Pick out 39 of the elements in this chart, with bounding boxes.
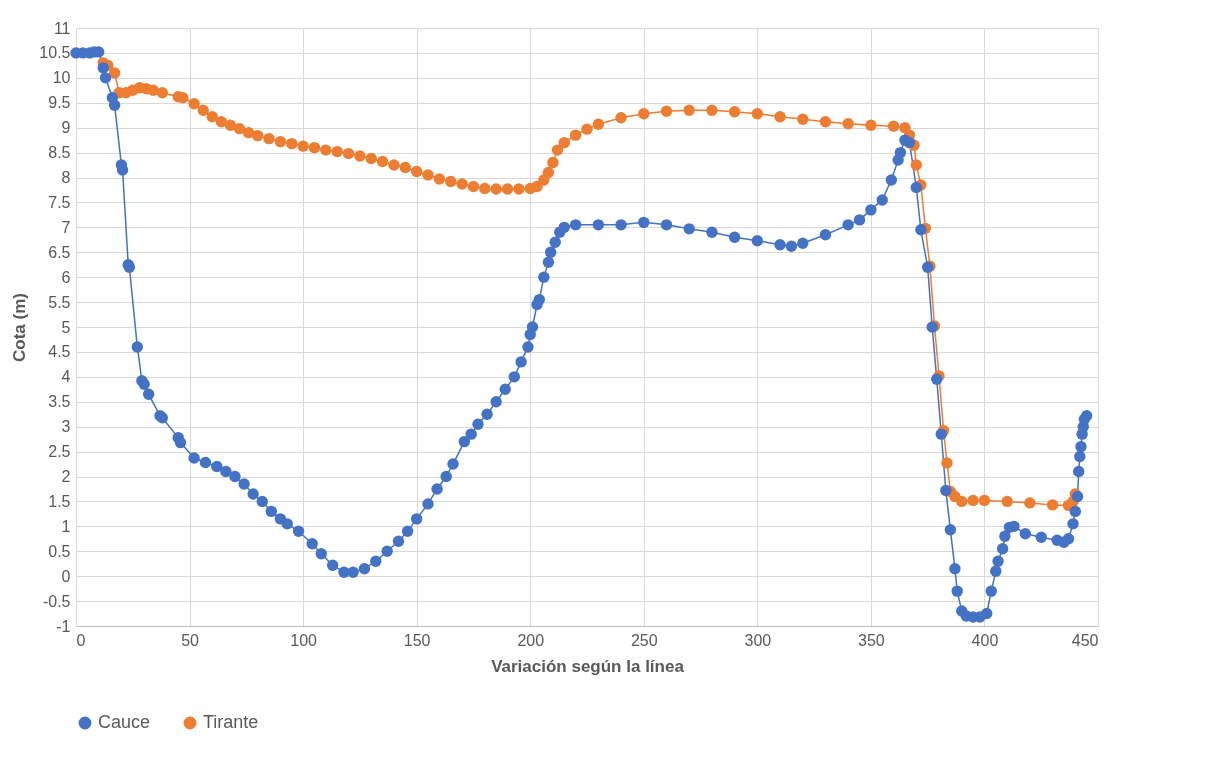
y-axis-title: Cota (m) [10, 293, 30, 362]
y-tick-label: 10.5 [39, 44, 71, 62]
y-tick-label: 4 [61, 368, 71, 386]
y-tick-label: 0 [61, 567, 71, 585]
y-tick-label: 1.5 [48, 492, 71, 510]
y-tick-label: -0.5 [42, 592, 71, 610]
x-tick-label: 350 [858, 631, 885, 649]
y-tick-label: 3 [61, 418, 71, 436]
y-tick-label: 11 [53, 19, 71, 37]
y-tick-label: 7 [61, 218, 71, 236]
y-tick-label: 2 [61, 468, 71, 485]
y-tick-label: 9 [61, 119, 71, 137]
y-tick-label: 9.5 [48, 94, 71, 112]
y-tick-label: 2.5 [48, 443, 71, 461]
x-tick-label: 150 [403, 631, 431, 649]
y-tick-label: 5.5 [48, 293, 71, 311]
x-axis-title: Variación según la línea [491, 656, 685, 676]
y-tick-label: 8 [61, 169, 71, 186]
y-tick-label: 0.5 [48, 542, 71, 560]
legend-label: Cauce [98, 712, 151, 732]
y-tick-label: 6 [61, 268, 71, 286]
y-tick-label: 3.5 [48, 393, 71, 411]
y-tick-label: 5 [61, 318, 71, 336]
x-tick-label: 50 [181, 631, 200, 649]
x-tick-label: 250 [630, 631, 658, 649]
y-tick-label: 10 [52, 69, 71, 87]
y-tick-label: 4.5 [48, 343, 71, 361]
x-tick-label: 400 [971, 631, 999, 649]
x-tick-label: 300 [744, 631, 772, 649]
y-tick-label: 7.5 [48, 193, 71, 211]
x-tick-label: 450 [1071, 631, 1099, 649]
x-tick-label: 200 [517, 631, 545, 649]
y-tick-label: 1 [61, 517, 71, 535]
y-tick-label: -1 [56, 617, 71, 635]
x-tick-label: 0 [76, 631, 86, 649]
y-tick-label: 6.5 [48, 243, 71, 261]
legend-label: Tirante [203, 712, 259, 732]
y-tick-label: 8.5 [48, 144, 71, 162]
x-tick-label: 100 [290, 631, 318, 649]
